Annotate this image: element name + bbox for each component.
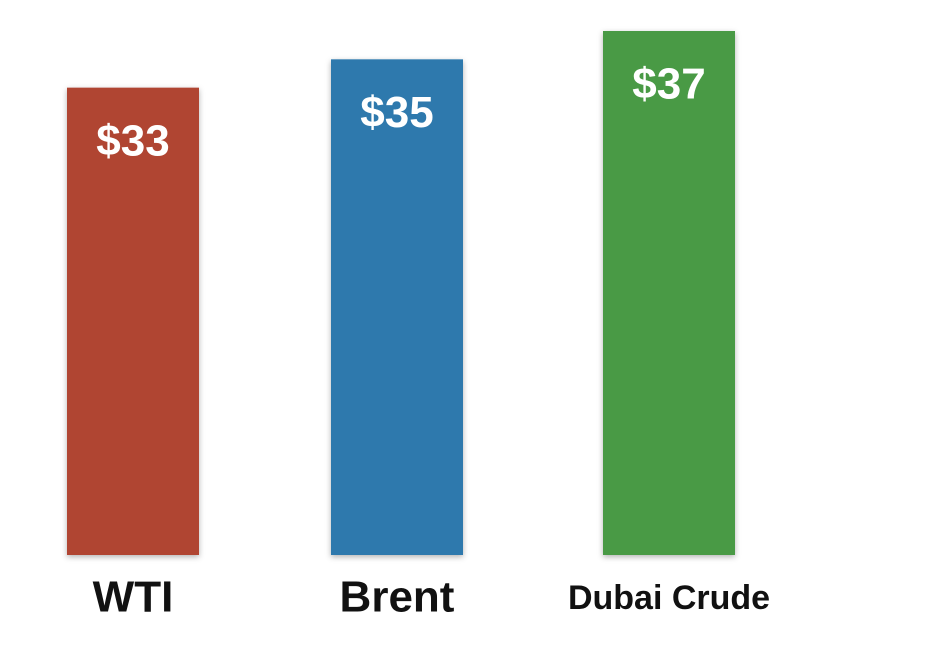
bar xyxy=(67,87,199,555)
value-label: $33 xyxy=(96,116,169,165)
value-label: $35 xyxy=(360,88,433,137)
category-label: WTI xyxy=(93,573,174,622)
value-label: $37 xyxy=(632,60,705,109)
bar xyxy=(603,31,735,555)
category-label: Dubai Crude xyxy=(568,579,770,617)
category-label: Brent xyxy=(340,573,455,622)
bar xyxy=(331,59,463,555)
